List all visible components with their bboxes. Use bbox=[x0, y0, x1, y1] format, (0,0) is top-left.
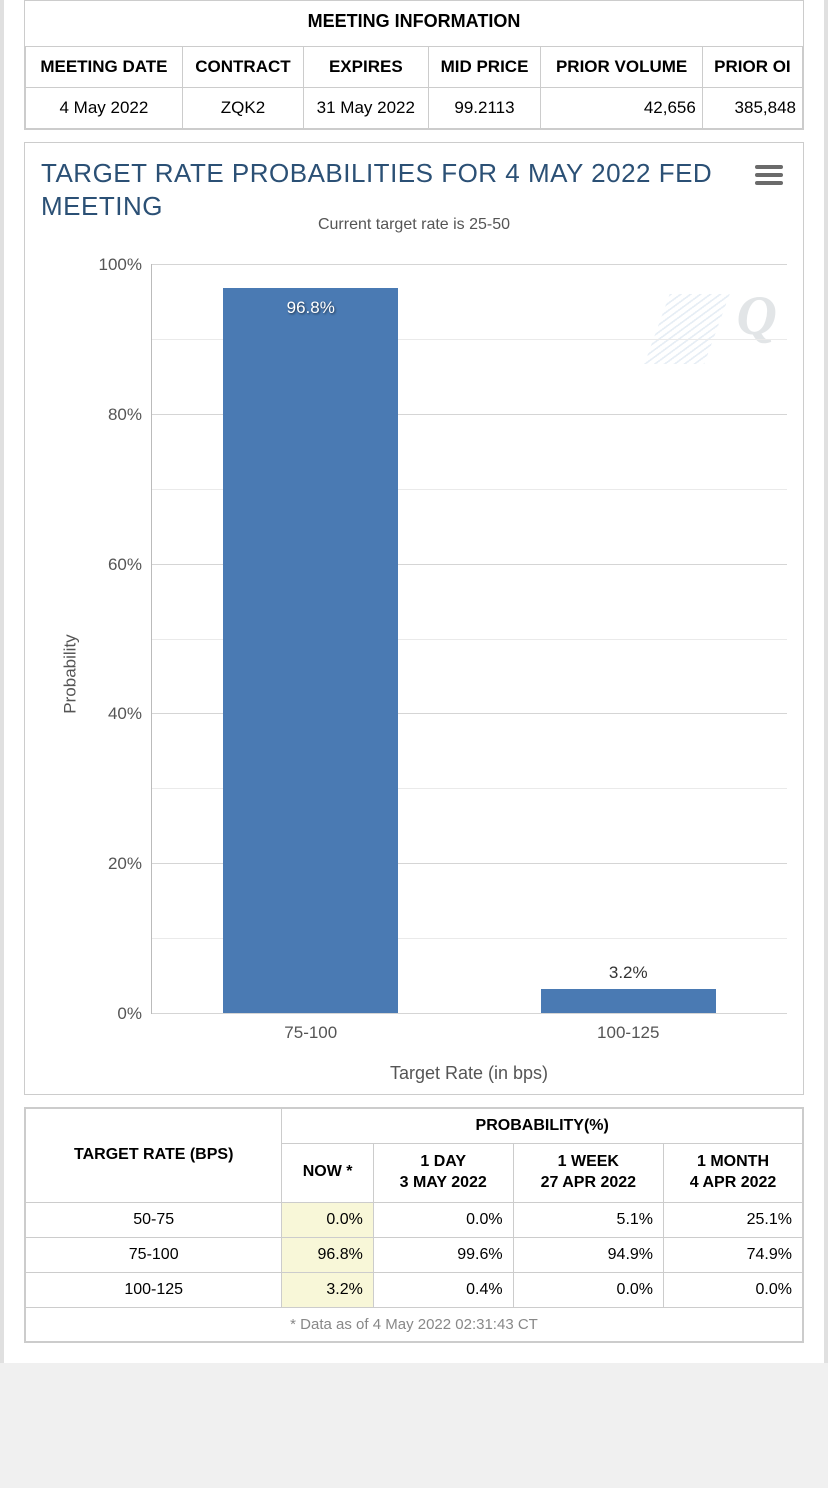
col-header-now: NOW * bbox=[282, 1144, 373, 1203]
ytick-label: 20% bbox=[108, 854, 152, 874]
y-axis-label: Probability bbox=[61, 634, 81, 713]
cell-contract: ZQK2 bbox=[182, 88, 303, 129]
chart-title: TARGET RATE PROBABILITIES FOR 4 MAY 2022… bbox=[31, 153, 797, 222]
chart-menu-icon[interactable] bbox=[755, 161, 783, 183]
table-row: 100-1253.2%0.4%0.0%0.0% bbox=[26, 1272, 803, 1307]
period-bottom: 3 MAY 2022 bbox=[384, 1173, 503, 1194]
ytick-label: 100% bbox=[99, 255, 152, 275]
probability-table: TARGET RATE (BPS) PROBABILITY(%) NOW * 1… bbox=[25, 1108, 803, 1342]
cell-meeting-date: 4 May 2022 bbox=[26, 88, 183, 129]
col-header-1month: 1 MONTH 4 APR 2022 bbox=[664, 1144, 803, 1203]
col-header-1day: 1 DAY 3 MAY 2022 bbox=[373, 1144, 513, 1203]
cell-now: 96.8% bbox=[282, 1237, 373, 1272]
ytick-label: 0% bbox=[117, 1004, 152, 1024]
col-header: MEETING DATE bbox=[26, 47, 183, 88]
bar-value-label: 96.8% bbox=[287, 298, 335, 318]
cell-1week: 0.0% bbox=[513, 1272, 663, 1307]
cell-1month: 25.1% bbox=[664, 1202, 803, 1237]
cell-prior-oi: 385,848 bbox=[702, 88, 802, 129]
xtick-label: 100-125 bbox=[597, 1013, 659, 1043]
cell-1week: 5.1% bbox=[513, 1202, 663, 1237]
cell-prior-volume: 42,656 bbox=[541, 88, 702, 129]
cell-1month: 0.0% bbox=[664, 1272, 803, 1307]
gridline: 100% bbox=[152, 264, 787, 265]
table-row: 50-750.0%0.0%5.1%25.1% bbox=[26, 1202, 803, 1237]
cell-now: 3.2% bbox=[282, 1272, 373, 1307]
bar-value-label: 3.2% bbox=[609, 963, 648, 989]
cell-1day: 0.0% bbox=[373, 1202, 513, 1237]
cell-1week: 94.9% bbox=[513, 1237, 663, 1272]
period-top: 1 DAY bbox=[384, 1152, 503, 1173]
col-header: MID PRICE bbox=[428, 47, 541, 88]
cell-1day: 99.6% bbox=[373, 1237, 513, 1272]
table-row: 75-10096.8%99.6%94.9%74.9% bbox=[26, 1237, 803, 1272]
table-row: 4 May 2022 ZQK2 31 May 2022 99.2113 42,6… bbox=[26, 88, 803, 129]
col-header: PRIOR OI bbox=[702, 47, 802, 88]
probability-section: TARGET RATE (BPS) PROBABILITY(%) NOW * 1… bbox=[24, 1107, 804, 1343]
table-header-row: MEETING DATE CONTRACT EXPIRES MID PRICE … bbox=[26, 47, 803, 88]
col-header-rate: TARGET RATE (BPS) bbox=[26, 1109, 282, 1203]
footnote-row: * Data as of 4 May 2022 02:31:43 CT bbox=[26, 1307, 803, 1341]
col-header: PRIOR VOLUME bbox=[541, 47, 702, 88]
gridline: 0% bbox=[152, 1013, 787, 1014]
xtick-label: 75-100 bbox=[284, 1013, 337, 1043]
footnote: * Data as of 4 May 2022 02:31:43 CT bbox=[26, 1307, 803, 1341]
col-header: EXPIRES bbox=[304, 47, 429, 88]
cell-rate: 75-100 bbox=[26, 1237, 282, 1272]
cell-rate: 50-75 bbox=[26, 1202, 282, 1237]
chart-section: TARGET RATE PROBABILITIES FOR 4 MAY 2022… bbox=[24, 142, 804, 1095]
col-header-prob: PROBABILITY(%) bbox=[282, 1109, 803, 1144]
period-top: 1 MONTH bbox=[674, 1152, 792, 1173]
cell-now: 0.0% bbox=[282, 1202, 373, 1237]
meeting-info-title: MEETING INFORMATION bbox=[25, 1, 803, 46]
period-bottom: 4 APR 2022 bbox=[674, 1173, 792, 1194]
meeting-info-section: MEETING INFORMATION MEETING DATE CONTRAC… bbox=[24, 0, 804, 130]
cell-expires: 31 May 2022 bbox=[304, 88, 429, 129]
period-top: 1 WEEK bbox=[524, 1152, 653, 1173]
ytick-label: 60% bbox=[108, 555, 152, 575]
chart-area: Probability Q 0%20%40%60%80%100%96.8%75-… bbox=[31, 264, 797, 1084]
ytick-label: 40% bbox=[108, 704, 152, 724]
meeting-info-table: MEETING DATE CONTRACT EXPIRES MID PRICE … bbox=[25, 46, 803, 129]
chart-plot: Q 0%20%40%60%80%100%96.8%75-1003.2%100-1… bbox=[151, 264, 787, 1014]
col-header-1week: 1 WEEK 27 APR 2022 bbox=[513, 1144, 663, 1203]
col-header: CONTRACT bbox=[182, 47, 303, 88]
cell-1month: 74.9% bbox=[664, 1237, 803, 1272]
table-header-row: TARGET RATE (BPS) PROBABILITY(%) bbox=[26, 1109, 803, 1144]
x-axis-label: Target Rate (in bps) bbox=[390, 1063, 548, 1084]
chart-bar[interactable]: 3.2% bbox=[541, 989, 716, 1013]
cell-1day: 0.4% bbox=[373, 1272, 513, 1307]
chart-bar[interactable]: 96.8% bbox=[223, 288, 398, 1013]
cell-mid-price: 99.2113 bbox=[428, 88, 541, 129]
period-bottom: 27 APR 2022 bbox=[524, 1173, 653, 1194]
cell-rate: 100-125 bbox=[26, 1272, 282, 1307]
ytick-label: 80% bbox=[108, 405, 152, 425]
